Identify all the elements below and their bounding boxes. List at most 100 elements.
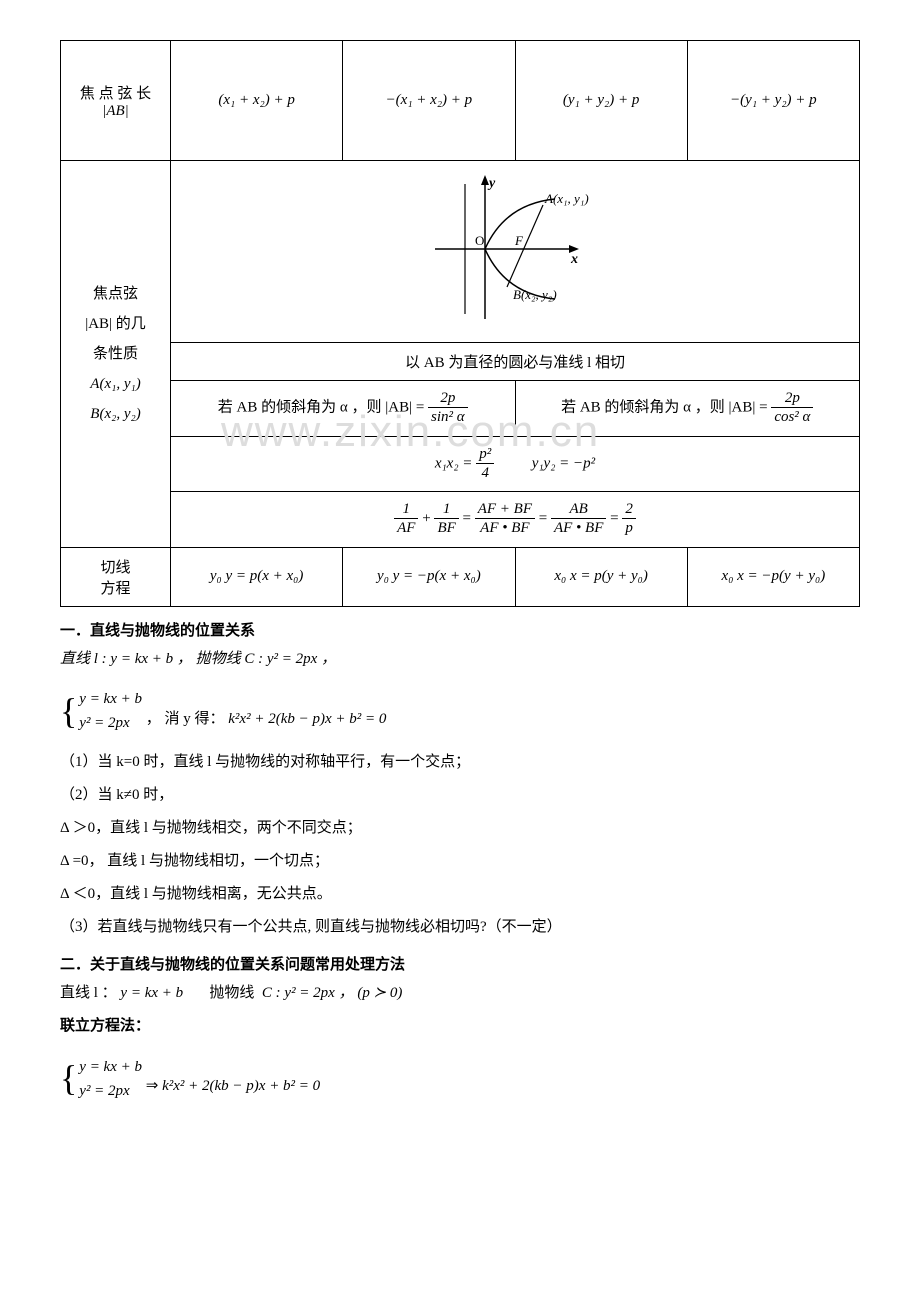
properties-table: 焦 点 弦 长 |AB| (x₁ + x₂) + p −(x₁ + x₂) + … <box>60 40 860 607</box>
sec1-elim-eq: k²x² + 2(kb − p)x + b² = 0 <box>228 711 386 727</box>
parabola-diagram: F O y x A(x₁, y₁) B(x₂, y₂) <box>415 169 615 334</box>
sec1-given: 直线 l : y = kx + b ， 抛物线 C : y² = 2px ， <box>60 646 860 673</box>
sec2-system: { y = kx + b y² = 2px ⇒ k²x² + 2(kb − p)… <box>60 1046 860 1111</box>
sec1-elim: ， 消 y 得： <box>146 711 225 727</box>
sec1-p2: （2）当 k≠0 时， <box>60 782 860 809</box>
cell-tan-4: x₀ x = −p(y + y₀) <box>687 547 859 606</box>
sys2-l1: y = kx + b <box>79 1055 142 1079</box>
lbl-l1: 焦点弦 <box>93 286 138 302</box>
sec2-cond: ， (p ≻ 0) <box>339 985 403 1001</box>
prod-y: y₁y₂ = −p² <box>532 455 596 471</box>
tan-l2: 方程 <box>100 581 130 597</box>
lbl-l4: A(x₁, y₁) <box>90 376 140 392</box>
section-2-title: 二．关于直线与抛物线的位置关系问题常用处理方法 <box>60 953 860 974</box>
cell-angle-cos: 若 AB 的倾斜角为 α ，则 |AB| = 2p cos² α <box>515 381 860 437</box>
sec1-d3: Δ ＜0，直线 l 与抛物线相离，无公共点。 <box>60 881 860 908</box>
frac-r2-num: 1 <box>434 500 458 519</box>
frac-r2-den: BF <box>434 519 458 539</box>
frac-r4-num: AB <box>551 500 606 519</box>
sec2-line1: 直线 l ： y = kx + b 抛物线 C : y² = 2px ， (p … <box>60 980 860 1007</box>
cell-fcl-1: (x₁ + x₂) + p <box>171 41 343 161</box>
graph-x-label: x <box>570 252 578 267</box>
row-angle-formulae: 若 AB 的倾斜角为 α ，则 |AB| = 2p sin² α 若 AB 的倾… <box>61 381 860 437</box>
angle-right-pre: 若 AB 的倾斜角为 α ，则 |AB| = <box>561 400 771 416</box>
frac-r3-den: AF • BF <box>475 519 535 539</box>
sec2-mid: 抛物线 <box>187 985 258 1001</box>
plus-sign: + <box>422 511 434 527</box>
brace-system-2: { y = kx + b y² = 2px <box>60 1046 142 1111</box>
frac-r4-den: AF • BF <box>551 519 606 539</box>
graph-F-label: F <box>514 233 524 248</box>
sec1-p1: （1）当 k=0 时，直线 l 与抛物线的对称轴平行，有一个交点； <box>60 749 860 776</box>
label-focal-chord-length: 焦 点 弦 长 |AB| <box>61 41 171 161</box>
sec2-pre: 直线 l ： <box>60 985 120 1001</box>
frac-r5-den: p <box>622 519 636 539</box>
row-tangent-eq: 切线 方程 y₀ y = p(x + x₀) y₀ y = −p(x + x₀)… <box>61 547 860 606</box>
sys1-l2: y² = 2px <box>79 711 142 735</box>
frac-r5: 2 p <box>622 500 636 539</box>
label-tangent: 切线 方程 <box>61 547 171 606</box>
frac-r4: AB AF • BF <box>551 500 606 539</box>
frac-cos: 2p cos² α <box>771 389 813 428</box>
lbl-l3: 条性质 <box>93 346 138 362</box>
sec1-system: { y = kx + b y² = 2px ， 消 y 得： k²x² + 2(… <box>60 679 860 744</box>
cell-graph: F O y x A(x₁, y₁) B(x₂, y₂) <box>171 161 860 343</box>
row-diameter-tangent: 以 AB 为直径的圆必与准线 l 相切 <box>61 343 860 381</box>
frac-r5-num: 2 <box>622 500 636 519</box>
graph-A-label: A(x₁, y₁) <box>544 191 589 206</box>
frac-r1-num: 1 <box>394 500 418 519</box>
cell-fcl-3: (y₁ + y₂) + p <box>515 41 687 161</box>
sec1-given-text: 直线 l : y = kx + b ， 抛物线 C : y² = 2px ， <box>60 651 336 667</box>
sys1-l1: y = kx + b <box>79 687 142 711</box>
cell-products: www.zixin.com.cn x₁x₂ = p² 4 y₁y₂ = −p² <box>171 436 860 492</box>
frac-px-num: p² <box>476 445 494 464</box>
label-chord-properties: 焦点弦 |AB| 的几 条性质 A(x₁, y₁) B(x₂, y₂) <box>61 161 171 548</box>
sys2-l2: y² = 2px <box>79 1079 142 1103</box>
row-products: www.zixin.com.cn x₁x₂ = p² 4 y₁y₂ = −p² <box>61 436 860 492</box>
prod-x-lhs: x₁x₂ = <box>435 455 476 471</box>
frac-cos-den: cos² α <box>771 408 813 428</box>
sec1-d1: Δ ＞0，直线 l 与抛物线相交，两个不同交点； <box>60 815 860 842</box>
frac-cos-num: 2p <box>771 389 813 408</box>
frac-r3: AF + BF AF • BF <box>475 500 535 539</box>
sec1-p3: （3）若直线与抛物线只有一个公共点, 则直线与抛物线必相切吗?（不一定） <box>60 914 860 941</box>
label-text-1: 焦 点 弦 长 <box>80 86 151 102</box>
frac-sin-den: sin² α <box>428 408 468 428</box>
lbl-l2: |AB| 的几 <box>85 316 146 332</box>
frac-r3-num: AF + BF <box>475 500 535 519</box>
label-text-2: |AB| <box>102 103 129 119</box>
sec2-arrow: ⇒ <box>146 1078 162 1094</box>
cell-fcl-2: −(x₁ + x₂) + p <box>343 41 515 161</box>
graph-y-label: y <box>487 176 496 191</box>
graph-O-label: O <box>475 233 484 248</box>
angle-left-pre: 若 AB 的倾斜角为 α ，则 |AB| = <box>218 400 428 416</box>
row-graph: 焦点弦 |AB| 的几 条性质 A(x₁, y₁) B(x₂, y₂) <box>61 161 860 343</box>
frac-sin: 2p sin² α <box>428 389 468 428</box>
section-1-title: 一．直线与抛物线的位置关系 <box>60 619 860 640</box>
frac-px-den: 4 <box>476 464 494 484</box>
cell-reciprocal: 1 AF + 1 BF = AF + BF AF • BF = AB AF • … <box>171 492 860 548</box>
sec2-result: k²x² + 2(kb − p)x + b² = 0 <box>162 1078 320 1094</box>
cell-tan-3: x₀ x = p(y + y₀) <box>515 547 687 606</box>
row-focal-chord-length: 焦 点 弦 长 |AB| (x₁ + x₂) + p −(x₁ + x₂) + … <box>61 41 860 161</box>
frac-sin-num: 2p <box>428 389 468 408</box>
row-reciprocal: 1 AF + 1 BF = AF + BF AF • BF = AB AF • … <box>61 492 860 548</box>
cell-diameter-text: 以 AB 为直径的圆必与准线 l 相切 <box>171 343 860 381</box>
sec1-d2: Δ =0， 直线 l 与抛物线相切，一个切点； <box>60 848 860 875</box>
sec2-method: 联立方程法： <box>60 1013 860 1040</box>
cell-angle-sin: 若 AB 的倾斜角为 α ，则 |AB| = 2p sin² α <box>171 381 516 437</box>
sec2-eq: y = kx + b <box>120 985 183 1001</box>
frac-r2: 1 BF <box>434 500 458 539</box>
graph-B-label: B(x₂, y₂) <box>513 287 557 302</box>
cell-tan-2: y₀ y = −p(x + x₀) <box>343 547 515 606</box>
tan-l1: 切线 <box>100 560 130 576</box>
cell-tan-1: y₀ y = p(x + x₀) <box>171 547 343 606</box>
frac-r1-den: AF <box>394 519 418 539</box>
frac-px: p² 4 <box>476 445 494 484</box>
diam-text: 以 AB 为直径的圆必与准线 l 相切 <box>405 355 625 371</box>
cell-fcl-4: −(y₁ + y₂) + p <box>687 41 859 161</box>
brace-system-1: { y = kx + b y² = 2px <box>60 679 142 744</box>
sec2-par: C : y² = 2px <box>262 985 335 1001</box>
frac-r1: 1 AF <box>394 500 418 539</box>
lbl-l5: B(x₂, y₂) <box>90 406 140 422</box>
